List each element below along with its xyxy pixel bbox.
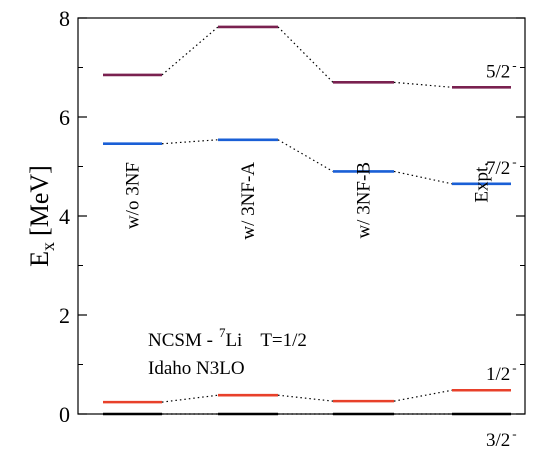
y-tick-label: 6: [59, 105, 70, 130]
level-connectors: [161, 26, 453, 415]
annotation-prefix: NCSM -: [148, 330, 213, 351]
y-axis-ticks: 0 2 4 6 8: [59, 6, 525, 427]
level-labels: 3/2 - 1/2 - 7/2 - 5/2-: [486, 57, 517, 451]
plot-frame: [77, 17, 526, 415]
y-axis-unit: [MeV]: [25, 165, 54, 236]
energy-levels: [103, 25, 511, 416]
y-axis-symbol: E: [25, 251, 54, 267]
y-tick-label: 4: [59, 204, 70, 229]
column-labels: w/o 3NF w/ 3NF-A w/ 3NF-B Expt.: [123, 162, 493, 240]
level-connector: [277, 26, 334, 83]
level-connector: [161, 139, 219, 145]
level-connector: [393, 81, 453, 88]
annotation-line2: Idaho N3LO: [148, 358, 245, 379]
column-label: Expt.: [472, 162, 493, 203]
y-tick-label: 8: [59, 6, 70, 31]
column-label: w/ 3NF-B: [354, 162, 375, 239]
level-connector: [277, 394, 334, 402]
level-connector: [393, 389, 453, 402]
annotation-line1: NCSM - 7Li T=1/2: [148, 325, 307, 351]
level-connector: [393, 170, 453, 185]
column-label: w/ 3NF-A: [238, 162, 259, 240]
level-label: 1/2-: [486, 360, 517, 385]
y-tick-label: 2: [59, 303, 70, 328]
level-connector: [161, 394, 219, 403]
y-tick-label: 0: [59, 402, 70, 427]
level-connector: [161, 26, 219, 76]
level-label: 3/2-: [486, 426, 517, 451]
level-connector: [277, 139, 334, 172]
y-axis-subscript: x: [38, 242, 58, 251]
annotation-isospin: T=1/2: [260, 330, 307, 351]
column-label: w/o 3NF: [123, 162, 144, 229]
annotation-element: Li: [225, 330, 242, 351]
level-label: 5/2-: [486, 57, 517, 82]
y-axis-label: Ex [MeV]: [25, 165, 58, 267]
level-label: 7/2-: [486, 154, 517, 179]
annotation-mass-number: 7: [219, 325, 226, 340]
